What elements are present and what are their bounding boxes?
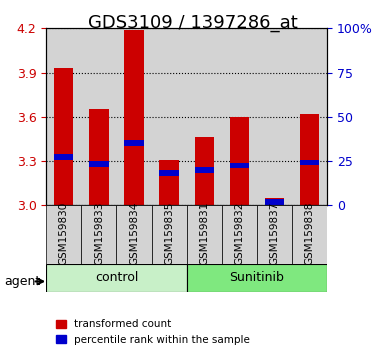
Text: GSM159832: GSM159832 — [234, 202, 244, 265]
Bar — [292, 28, 327, 205]
Bar — [89, 109, 109, 205]
Bar — [124, 141, 144, 146]
FancyBboxPatch shape — [292, 205, 327, 264]
FancyBboxPatch shape — [46, 264, 187, 292]
Text: control: control — [95, 272, 138, 284]
Text: GSM159833: GSM159833 — [94, 202, 104, 265]
Bar — [124, 30, 144, 205]
Text: GSM159835: GSM159835 — [164, 202, 174, 265]
Text: GSM159837: GSM159837 — [270, 202, 280, 265]
Bar — [54, 154, 74, 160]
Bar — [159, 170, 179, 176]
Bar — [230, 117, 249, 205]
FancyBboxPatch shape — [187, 205, 222, 264]
FancyBboxPatch shape — [257, 205, 292, 264]
Text: Sunitinib: Sunitinib — [229, 272, 285, 284]
Bar — [195, 137, 214, 205]
FancyBboxPatch shape — [187, 264, 327, 292]
Legend: transformed count, percentile rank within the sample: transformed count, percentile rank withi… — [52, 315, 254, 349]
Bar — [300, 114, 319, 205]
Bar — [230, 162, 249, 169]
Bar — [89, 161, 109, 167]
Text: GDS3109 / 1397286_at: GDS3109 / 1397286_at — [88, 14, 297, 32]
Bar — [257, 28, 292, 205]
Bar — [152, 28, 187, 205]
FancyBboxPatch shape — [222, 205, 257, 264]
Text: GSM159838: GSM159838 — [305, 202, 315, 265]
Bar — [222, 28, 257, 205]
Text: agent: agent — [4, 275, 40, 288]
Bar — [265, 199, 284, 205]
Text: GSM159831: GSM159831 — [199, 202, 209, 265]
Bar — [46, 28, 81, 205]
Bar — [195, 167, 214, 173]
Bar — [81, 28, 116, 205]
Text: GSM159830: GSM159830 — [59, 202, 69, 265]
FancyBboxPatch shape — [152, 205, 187, 264]
Bar — [159, 160, 179, 205]
Bar — [265, 198, 284, 205]
Bar — [54, 68, 74, 205]
FancyBboxPatch shape — [116, 205, 152, 264]
Bar — [187, 28, 222, 205]
FancyBboxPatch shape — [81, 205, 116, 264]
Text: GSM159834: GSM159834 — [129, 202, 139, 265]
Bar — [300, 160, 319, 166]
FancyBboxPatch shape — [46, 205, 81, 264]
Bar — [116, 28, 152, 205]
